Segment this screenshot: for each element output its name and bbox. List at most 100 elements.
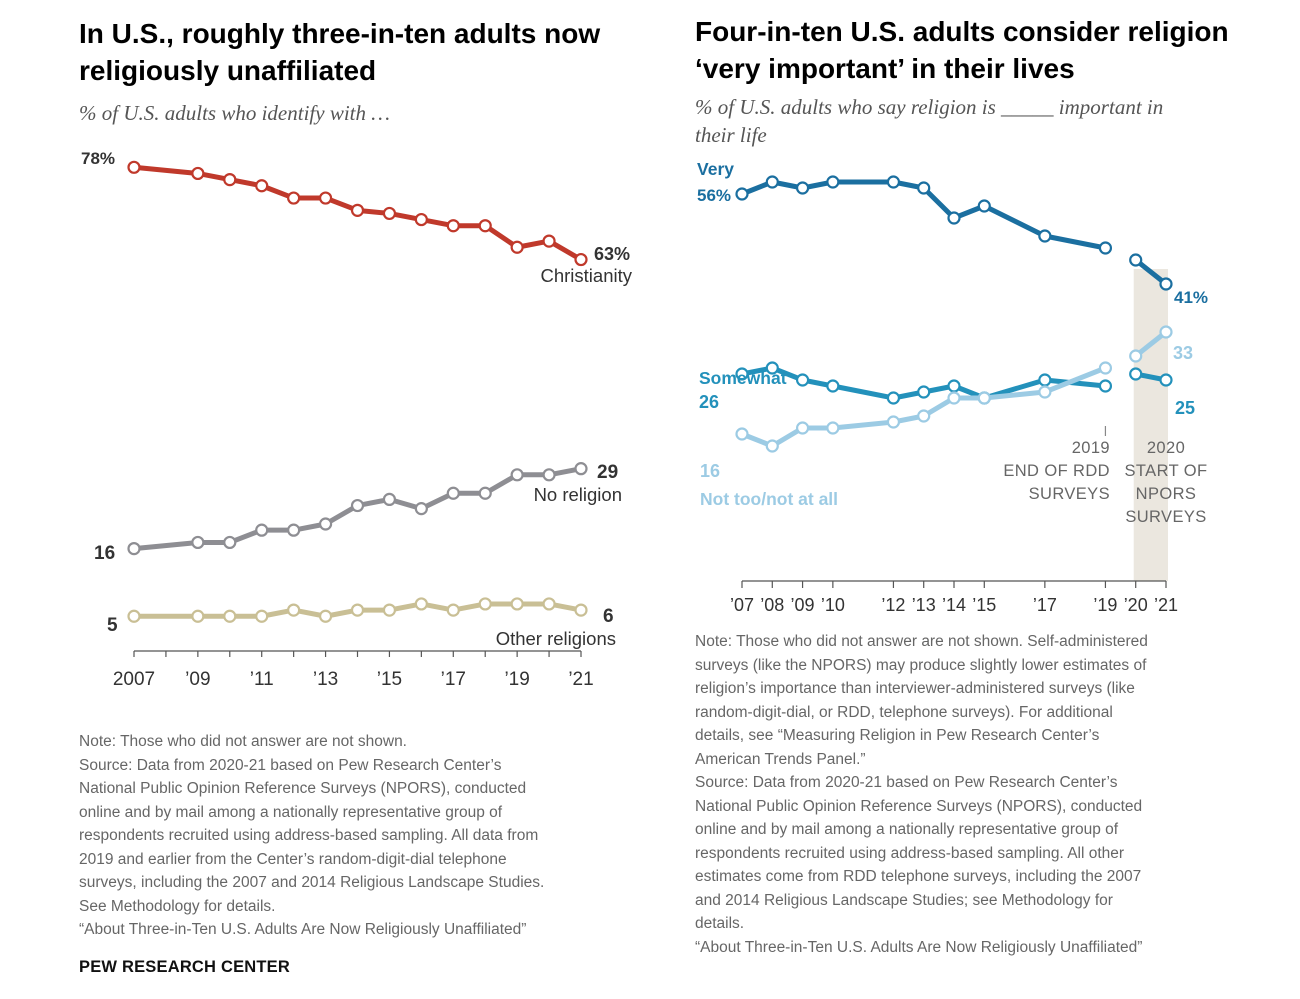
right-point-somewhat	[1038, 373, 1052, 387]
left-point-other-religions	[542, 597, 556, 611]
right-point-not-too-not-at-all	[947, 391, 961, 405]
right-point-somewhat	[1098, 379, 1113, 393]
right-x-axis: ’07 ’08 ’09 ’10 ’12 ’13 ’14 ’15 ’17 ’19 ’20 ’21	[730, 580, 1178, 615]
label-very-end: 41%	[1174, 288, 1208, 307]
left-point-christianity	[478, 219, 492, 233]
left-point-other-religions	[223, 609, 237, 623]
right-point-not-too-not-at-all	[765, 439, 779, 453]
label-very-start: 56%	[697, 186, 731, 205]
right-subtitle-line2: their life	[695, 123, 767, 147]
right-series-very	[735, 175, 1173, 291]
right-title-line2: ‘very important’ in their lives	[695, 53, 1075, 84]
left-point-christianity	[350, 203, 365, 217]
label-nottoo-name: Not too/not at all	[700, 489, 838, 509]
right-note-line: estimates come from RDD telephone survey…	[695, 868, 1142, 885]
right-point-not-too-not-at-all	[917, 409, 931, 423]
left-point-other-religions	[191, 609, 205, 623]
left-point-christianity	[510, 240, 524, 254]
right-chart-subtitle: % of U.S. adults who say religion is ___…	[695, 93, 1163, 149]
left-xtick-label: ’21	[568, 669, 593, 690]
left-series-other-religions	[127, 597, 588, 623]
right-note-line: religion’s importance than interviewer-a…	[695, 680, 1135, 697]
right-note-line: and 2014 Religious Landscape Studies; se…	[695, 891, 1113, 909]
label-christianity-start: 78%	[81, 149, 115, 168]
left-xtick-label: ’11	[250, 669, 274, 690]
left-point-no-religion	[223, 535, 237, 550]
rdd-annotation-line: SURVEYS	[1029, 485, 1110, 503]
right-subtitle-line1: % of U.S. adults who say religion is ___…	[695, 95, 1164, 119]
right-point-not-too-not-at-all	[1038, 385, 1052, 399]
label-christianity-end: 63%	[594, 244, 630, 264]
label-nottoo-start: 16	[700, 461, 720, 481]
right-point-somewhat	[765, 361, 779, 375]
right-point-very	[765, 175, 779, 189]
left-point-no-religion	[191, 535, 205, 550]
left-title-line2: religiously unaffiliated	[79, 55, 377, 86]
left-title-line1: In U.S., roughly three-in-ten adults now	[79, 18, 601, 49]
right-note-block: Note: Those who did not answer are not s…	[695, 630, 1295, 959]
right-series-group	[735, 175, 1173, 453]
left-source-line: online and by mail among a nationally re…	[79, 803, 503, 821]
label-somewhat-end: 25	[1175, 398, 1195, 418]
right-xtick-label: ’13	[912, 595, 936, 615]
right-point-not-too-not-at-all	[886, 415, 901, 429]
right-note-line: surveys (like the NPORS) may produce sli…	[695, 656, 1147, 674]
right-xtick-label: ’14	[942, 595, 966, 615]
left-note: Note: Those who did not answer are not s…	[79, 733, 407, 750]
right-point-very	[1159, 277, 1173, 291]
left-point-other-religions	[382, 603, 397, 617]
left-series-christianity	[127, 160, 588, 267]
right-xtick-label: ’07	[730, 595, 754, 615]
right-point-somewhat	[1129, 367, 1143, 381]
left-point-other-religions	[574, 603, 588, 617]
left-point-other-religions	[350, 603, 365, 617]
left-xtick-label: ’13	[313, 669, 338, 690]
right-xtick-label: ’17	[1033, 595, 1057, 615]
right-xtick-label: ’15	[972, 595, 996, 615]
left-point-no-religion	[318, 517, 333, 531]
right-xtick-label: ’08	[760, 595, 784, 615]
left-source-line: See Methodology for details.	[79, 897, 276, 915]
left-point-christianity	[574, 252, 588, 267]
left-x-axis: 2007 ’09 ’11 ’13 ’15 ’17 ’19 ’21	[113, 650, 594, 690]
right-xtick-label: ’09	[791, 595, 815, 615]
right-point-somewhat	[826, 379, 840, 393]
left-point-christianity	[542, 234, 556, 248]
right-series-somewhat	[735, 361, 1173, 405]
right-point-not-too-not-at-all	[1098, 361, 1113, 375]
label-other-name: Other religions	[496, 628, 616, 649]
rdd-annotation-line: END OF RDD	[1003, 462, 1110, 480]
right-note-and-source: Note: Those who did not answer are not s…	[695, 630, 1295, 959]
right-point-somewhat	[735, 367, 749, 381]
label-no-religion-start: 16	[94, 543, 115, 564]
left-point-no-religion	[510, 468, 524, 482]
right-title-line1: Four-in-ten U.S. adults consider religio…	[695, 16, 1229, 47]
left-point-christianity	[255, 179, 269, 193]
right-point-somewhat	[886, 391, 901, 405]
left-source-line: surveys, including the 2007 and 2014 Rel…	[79, 874, 545, 891]
right-point-very	[977, 199, 991, 213]
left-point-no-religion	[287, 523, 301, 537]
right-note-line: American Trends Panel.”	[695, 750, 866, 768]
left-point-no-religion	[127, 541, 141, 556]
right-note-line: “About Three-in-Ten U.S. Adults Are Now …	[695, 938, 1143, 956]
right-rdd-line-very	[741, 179, 1106, 251]
right-point-not-too-not-at-all	[735, 427, 749, 441]
right-point-very	[1129, 253, 1143, 267]
pew-brand-label: PEW RESEARCH CENTER	[79, 958, 290, 976]
label-somewhat-start: 26	[699, 392, 719, 412]
right-rdd-line-somewhat	[741, 365, 1106, 401]
left-point-christianity	[127, 160, 141, 174]
left-point-christianity	[382, 206, 397, 221]
left-source-line: 2019 and earlier from the Center’s rando…	[79, 850, 507, 868]
left-point-no-religion	[478, 486, 492, 500]
right-point-not-too-not-at-all	[795, 421, 810, 435]
right-point-very	[886, 175, 901, 189]
label-nottoo-end: 33	[1173, 343, 1193, 363]
right-note-line: Source: Data from 2020-21 based on Pew R…	[695, 774, 1118, 791]
right-point-not-too-not-at-all	[1159, 325, 1173, 339]
left-point-no-religion	[255, 523, 269, 537]
right-point-somewhat	[947, 379, 961, 393]
right-note-line: online and by mail among a nationally re…	[695, 821, 1119, 838]
